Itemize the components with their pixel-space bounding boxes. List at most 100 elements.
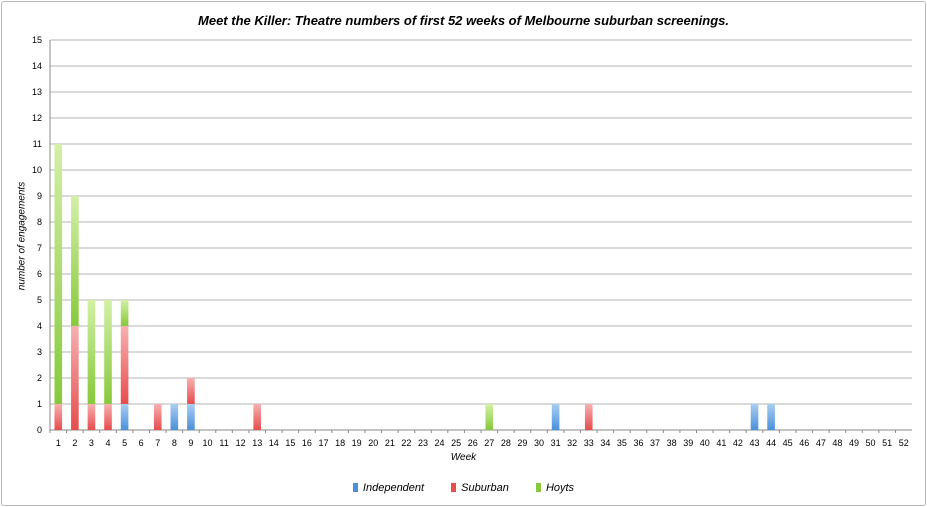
x-tick-label-15: 15 <box>285 438 295 448</box>
bar-suburban-week-13 <box>253 404 262 430</box>
x-tick-label-12: 12 <box>236 438 246 448</box>
legend-label-independent: Independent <box>362 482 425 494</box>
x-tick-label-43: 43 <box>750 438 760 448</box>
x-tick-label-29: 29 <box>517 438 527 448</box>
bar-suburban-week-1 <box>54 404 63 430</box>
bar-suburban-week-33 <box>584 404 593 430</box>
x-tick-label-46: 46 <box>799 438 809 448</box>
x-tick-label-17: 17 <box>319 438 329 448</box>
x-tick-label-30: 30 <box>534 438 544 448</box>
x-tick-label-3: 3 <box>89 438 94 448</box>
x-tick-label-6: 6 <box>139 438 144 448</box>
y-tick-label-12: 12 <box>32 113 42 123</box>
y-tick-label-4: 4 <box>37 321 42 331</box>
x-tick-label-23: 23 <box>418 438 428 448</box>
x-tick-label-31: 31 <box>551 438 561 448</box>
bar-independent-week-8 <box>170 404 179 430</box>
x-tick-label-50: 50 <box>866 438 876 448</box>
x-tick-label-39: 39 <box>683 438 693 448</box>
bar-hoyts-week-27 <box>485 404 494 430</box>
x-tick-label-49: 49 <box>849 438 859 448</box>
legend-label-hoyts: Hoyts <box>545 482 575 494</box>
bar-hoyts-week-4 <box>104 300 112 404</box>
x-tick-label-8: 8 <box>172 438 177 448</box>
bar-hoyts-week-2 <box>71 196 79 326</box>
x-tick-label-44: 44 <box>766 438 776 448</box>
x-tick-label-9: 9 <box>188 438 193 448</box>
x-tick-label-18: 18 <box>335 438 345 448</box>
chart-title: Meet the Killer: Theatre numbers of firs… <box>198 13 729 28</box>
bar-independent-week-43 <box>750 404 759 430</box>
bar-suburban-week-9 <box>187 378 195 404</box>
x-tick-label-20: 20 <box>368 438 378 448</box>
x-tick-label-4: 4 <box>106 438 111 448</box>
bar-suburban-week-2 <box>71 326 79 430</box>
x-tick-label-52: 52 <box>899 438 909 448</box>
y-tick-label-9: 9 <box>37 191 42 201</box>
x-tick-label-32: 32 <box>567 438 577 448</box>
x-tick-label-33: 33 <box>584 438 594 448</box>
y-tick-label-13: 13 <box>32 87 42 97</box>
x-tick-label-36: 36 <box>633 438 643 448</box>
y-tick-label-5: 5 <box>37 295 42 305</box>
x-tick-label-38: 38 <box>667 438 677 448</box>
x-tick-label-37: 37 <box>650 438 660 448</box>
x-tick-label-16: 16 <box>302 438 312 448</box>
x-tick-label-48: 48 <box>832 438 842 448</box>
x-tick-label-22: 22 <box>401 438 411 448</box>
y-tick-label-15: 15 <box>32 35 42 45</box>
bar-hoyts-week-3 <box>87 300 96 404</box>
y-tick-label-2: 2 <box>37 373 42 383</box>
legend-swatch-hoyts <box>535 483 541 492</box>
x-tick-label-26: 26 <box>468 438 478 448</box>
x-tick-label-51: 51 <box>882 438 892 448</box>
bar-suburban-week-3 <box>87 404 96 430</box>
legend-swatch-suburban <box>451 483 457 492</box>
y-tick-label-1: 1 <box>37 399 42 409</box>
bar-suburban-week-4 <box>104 404 112 430</box>
bar-suburban-week-7 <box>153 404 162 430</box>
bar-independent-week-44 <box>767 404 775 430</box>
y-tick-label-10: 10 <box>32 165 42 175</box>
x-tick-label-42: 42 <box>733 438 743 448</box>
y-tick-label-8: 8 <box>37 217 42 227</box>
legend: Independent Suburban Hoyts <box>0 482 927 494</box>
legend-item-independent: Independent <box>352 482 425 494</box>
x-axis-label: Week <box>450 452 477 463</box>
legend-item-suburban: Suburban <box>451 482 509 494</box>
y-tick-label-11: 11 <box>33 139 42 149</box>
x-tick-label-19: 19 <box>352 438 362 448</box>
bar-independent-week-5 <box>120 404 129 430</box>
bar-suburban-week-5 <box>120 326 129 404</box>
bar-hoyts-week-1 <box>54 144 63 404</box>
y-tick-label-6: 6 <box>37 269 42 279</box>
x-tick-label-13: 13 <box>252 438 262 448</box>
x-tick-label-27: 27 <box>484 438 494 448</box>
x-tick-label-41: 41 <box>716 438 726 448</box>
x-tick-label-25: 25 <box>451 438 461 448</box>
x-tick-label-21: 21 <box>385 438 395 448</box>
x-tick-label-45: 45 <box>783 438 793 448</box>
x-tick-label-24: 24 <box>435 438 445 448</box>
x-tick-label-10: 10 <box>202 438 212 448</box>
legend-swatch-independent <box>352 483 358 492</box>
x-tick-label-47: 47 <box>816 438 826 448</box>
x-tick-label-2: 2 <box>72 438 77 448</box>
x-tick-label-14: 14 <box>269 438 279 448</box>
x-tick-label-40: 40 <box>700 438 710 448</box>
y-tick-label-0: 0 <box>37 425 42 435</box>
x-tick-label-1: 1 <box>56 438 61 448</box>
legend-item-hoyts: Hoyts <box>535 482 575 494</box>
bar-hoyts-week-5 <box>120 300 129 326</box>
x-tick-label-7: 7 <box>155 438 160 448</box>
bar-independent-week-9 <box>187 404 195 430</box>
x-tick-label-28: 28 <box>501 438 511 448</box>
y-tick-label-3: 3 <box>37 347 42 357</box>
y-tick-label-7: 7 <box>37 243 42 253</box>
legend-label-suburban: Suburban <box>461 482 509 494</box>
x-tick-label-11: 11 <box>219 438 228 448</box>
x-tick-label-34: 34 <box>600 438 610 448</box>
y-tick-label-14: 14 <box>32 61 42 71</box>
x-tick-label-5: 5 <box>122 438 127 448</box>
